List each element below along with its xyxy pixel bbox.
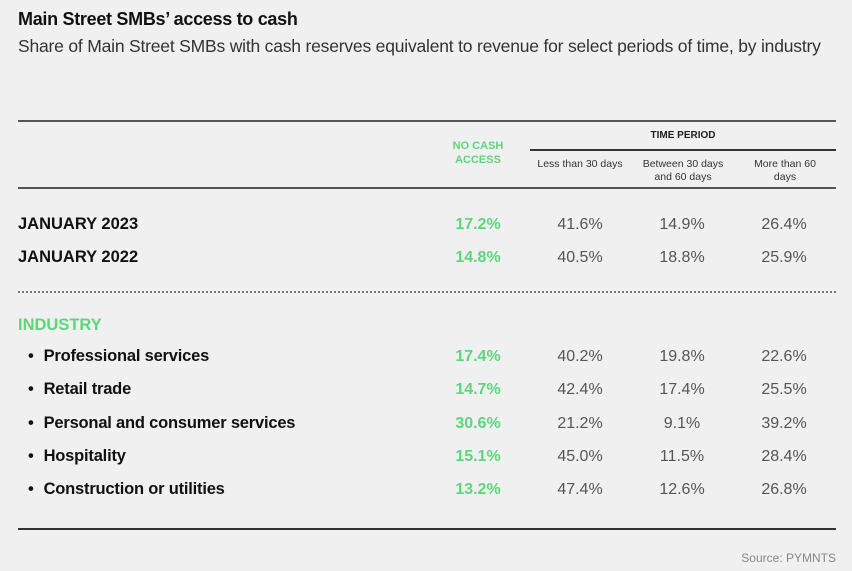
row-label-text: Personal and consumer services xyxy=(43,414,296,432)
bullet-icon: • xyxy=(28,480,34,498)
source-note: Source: PYMNTS xyxy=(741,551,836,565)
bullet-icon: • xyxy=(28,347,34,365)
value-time-period: 22.6% xyxy=(761,348,807,365)
dotted-divider xyxy=(18,291,836,293)
header-time-period: TIME PERIOD xyxy=(650,130,716,141)
value-time-period: 26.8% xyxy=(761,481,807,498)
header-rule xyxy=(18,187,836,189)
time-period-rule xyxy=(530,149,836,151)
row-label: • Retail trade xyxy=(28,380,131,399)
table-row: • Professional services 17.4% 40.2% 19.8% 22.… xyxy=(0,347,852,371)
bullet-icon: • xyxy=(28,447,34,465)
table-row: • Personal and consumer services 30.6% 21.2… xyxy=(0,414,852,438)
value-time-period: 25.9% xyxy=(761,249,807,266)
value-time-period: 39.2% xyxy=(761,415,807,432)
header-less-than-30: Less than 30 days xyxy=(537,158,623,170)
value-time-period: 41.6% xyxy=(557,216,603,233)
row-label-text: Retail trade xyxy=(43,380,132,398)
value-no-cash: 17.2% xyxy=(455,216,501,233)
row-label: • Personal and consumer services xyxy=(28,414,295,433)
row-label-text: JANUARY 2023 xyxy=(18,215,139,233)
bullet-icon: • xyxy=(28,380,34,398)
value-time-period: 18.8% xyxy=(659,249,705,266)
row-label-text: Construction or utilities xyxy=(43,480,225,498)
value-no-cash: 15.1% xyxy=(455,448,501,465)
value-time-period: 45.0% xyxy=(557,448,603,465)
header-no-cash-access: NO CASH ACCESS xyxy=(452,140,504,166)
value-time-period: 40.2% xyxy=(557,348,603,365)
value-no-cash: 14.7% xyxy=(455,381,501,398)
chart-subtitle: Share of Main Street SMBs with cash rese… xyxy=(18,36,821,56)
value-time-period: 17.4% xyxy=(659,381,705,398)
table-row: • Construction or utilities 13.2% 47.4% 12.6… xyxy=(0,480,852,504)
chart-title: Main Street SMBs’ access to cash xyxy=(18,9,298,29)
top-rule xyxy=(18,120,836,122)
row-label-text: Hospitality xyxy=(43,447,126,465)
header-more-than-60: More than 60 days xyxy=(754,158,816,183)
value-no-cash: 30.6% xyxy=(455,415,501,432)
header-30-to-60: Between 30 days and 60 days xyxy=(642,158,724,183)
value-time-period: 19.8% xyxy=(659,348,705,365)
row-label: • Construction or utilities xyxy=(28,480,225,499)
value-time-period: 14.9% xyxy=(659,216,705,233)
value-no-cash: 13.2% xyxy=(455,481,501,498)
value-time-period: 28.4% xyxy=(761,448,807,465)
bottom-rule xyxy=(18,528,836,530)
value-time-period: 26.4% xyxy=(761,216,807,233)
row-label: • Professional services xyxy=(28,347,209,366)
value-no-cash: 17.4% xyxy=(455,348,501,365)
row-label: JANUARY 2022 xyxy=(18,248,138,267)
value-time-period: 25.5% xyxy=(761,381,807,398)
table-row: JANUARY 2023 17.2% 41.6% 14.9% 26.4% xyxy=(0,215,852,239)
value-time-period: 21.2% xyxy=(557,415,603,432)
value-time-period: 9.1% xyxy=(663,415,701,432)
value-time-period: 12.6% xyxy=(659,481,705,498)
industry-section-label: INDUSTRY xyxy=(18,316,102,334)
row-label: JANUARY 2023 xyxy=(18,215,138,234)
value-time-period: 40.5% xyxy=(557,249,603,266)
table-row: JANUARY 2022 14.8% 40.5% 18.8% 25.9% xyxy=(0,248,852,272)
row-label-text: Professional services xyxy=(43,347,210,365)
value-time-period: 47.4% xyxy=(557,481,603,498)
table-row: • Retail trade 14.7% 42.4% 17.4% 25.5% xyxy=(0,380,852,404)
value-time-period: 42.4% xyxy=(557,381,603,398)
row-label-text: JANUARY 2022 xyxy=(18,248,139,266)
table-row: • Hospitality 15.1% 45.0% 11.5% 28.4% xyxy=(0,447,852,471)
value-no-cash: 14.8% xyxy=(455,249,501,266)
bullet-icon: • xyxy=(28,414,34,432)
row-label: • Hospitality xyxy=(28,447,126,466)
value-time-period: 11.5% xyxy=(659,448,705,465)
